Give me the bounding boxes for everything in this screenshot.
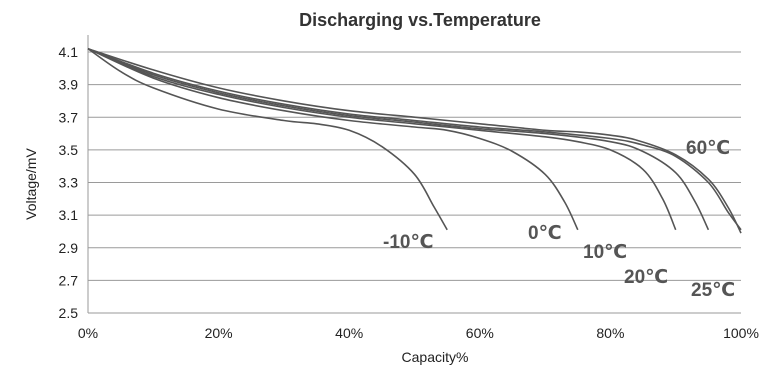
x-tick-label: 40% <box>335 325 363 341</box>
chart-title: Discharging vs.Temperature <box>299 10 541 30</box>
series-label: 10℃ <box>583 242 627 263</box>
series-label: -10℃ <box>383 232 433 253</box>
y-tick-labels: 2.5 2.7 2.9 3.1 3.3 3.5 3.7 3.9 4.1 <box>59 44 79 321</box>
y-tick-label: 3.1 <box>59 207 79 223</box>
y-tick-label: 3.5 <box>59 142 79 158</box>
series-label: 0℃ <box>528 223 562 244</box>
y-tick-label: 2.7 <box>59 272 79 288</box>
x-tick-label: 60% <box>466 325 494 341</box>
y-tick-label: 3.3 <box>59 175 79 191</box>
series-label: 25℃ <box>691 280 735 301</box>
series-line <box>87 47 742 231</box>
series-label: 20℃ <box>624 267 668 288</box>
series-labels: -10℃ 0℃ 10℃ 20℃ 25℃ 60℃ <box>383 138 735 301</box>
series-line <box>87 47 677 231</box>
series-line <box>87 47 742 234</box>
x-tick-labels: 0% 20% 40% 60% 80% 100% <box>78 325 759 341</box>
y-tick-label: 2.5 <box>59 305 79 321</box>
grid-lines <box>87 35 741 314</box>
x-tick-label: 20% <box>205 325 233 341</box>
x-tick-label: 0% <box>78 325 98 341</box>
series-curves <box>87 47 742 234</box>
series-label: 60℃ <box>686 138 730 159</box>
y-tick-label: 2.9 <box>59 240 79 256</box>
x-tick-label: 80% <box>596 325 624 341</box>
x-tick-label: 100% <box>723 325 759 341</box>
series-line <box>87 47 710 231</box>
y-tick-label: 4.1 <box>59 44 79 60</box>
y-axis-label: Voltage/mV <box>23 148 39 220</box>
y-tick-label: 3.9 <box>59 77 79 93</box>
y-tick-label: 3.7 <box>59 109 79 125</box>
x-axis-label: Capacity% <box>402 349 469 365</box>
series-line <box>87 47 579 231</box>
series-line <box>87 48 448 231</box>
